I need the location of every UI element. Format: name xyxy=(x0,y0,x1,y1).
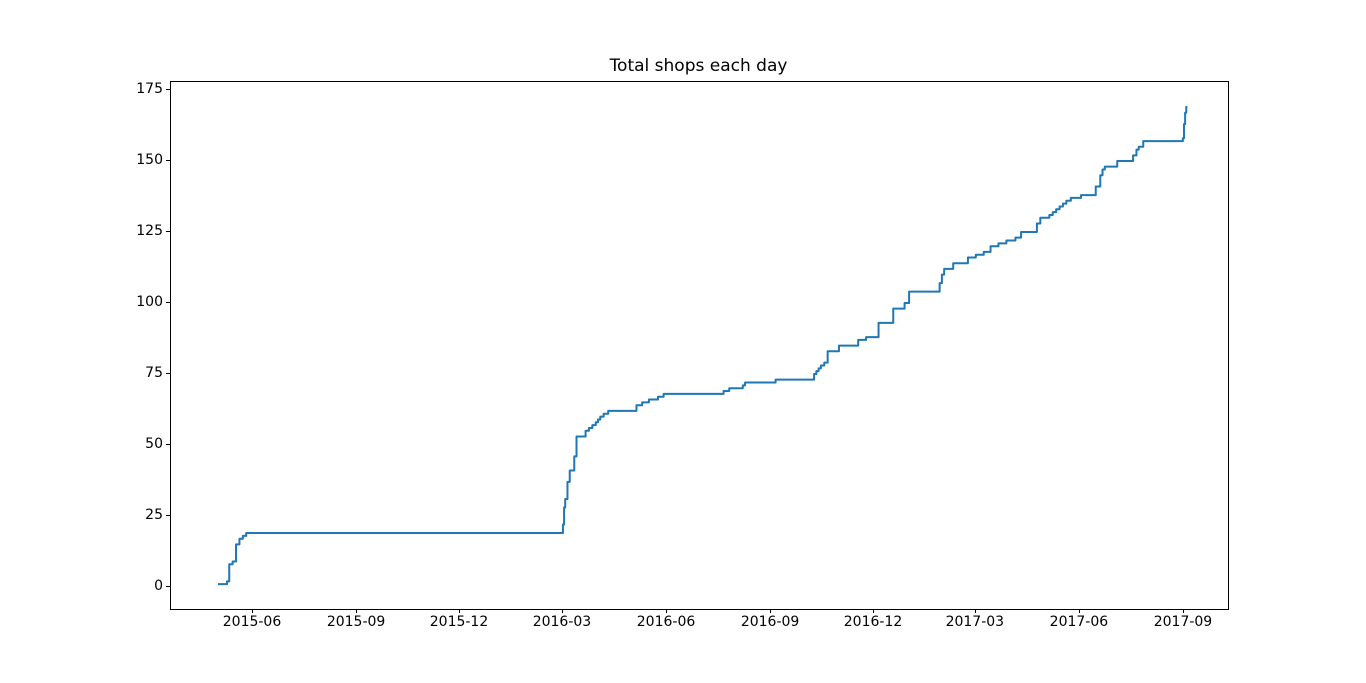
x-tick-label: 2017-06 xyxy=(1049,614,1109,630)
x-tick-label: 2017-09 xyxy=(1153,614,1213,630)
x-tick-mark xyxy=(974,609,976,613)
total-shops-line-series xyxy=(217,106,1188,586)
x-tick-label: 2016-09 xyxy=(740,614,800,630)
y-tick-mark xyxy=(166,302,170,303)
y-tick-label: 50 xyxy=(145,436,163,452)
x-tick-label: 2015-12 xyxy=(429,614,489,630)
y-tick-mark xyxy=(166,231,170,232)
y-tick-mark xyxy=(166,444,170,445)
y-tick-mark xyxy=(166,160,170,161)
y-tick-label: 75 xyxy=(145,365,163,381)
y-tick-label: 175 xyxy=(136,81,163,97)
y-tick-label: 150 xyxy=(136,152,163,168)
x-tick-mark xyxy=(770,609,772,613)
x-tick-mark xyxy=(356,609,358,613)
total-shops-line xyxy=(217,106,1188,586)
x-tick-label: 2015-09 xyxy=(326,614,386,630)
chart-title: Total shops each day xyxy=(609,56,788,76)
y-tick-label: 125 xyxy=(136,223,163,239)
x-tick-label: 2016-06 xyxy=(636,614,696,630)
y-tick-label: 25 xyxy=(145,507,163,523)
y-tick-mark xyxy=(166,515,170,516)
plot-area xyxy=(170,81,1229,610)
x-tick-mark xyxy=(561,609,563,613)
y-tick-label: 0 xyxy=(154,578,163,594)
x-tick-label: 2016-03 xyxy=(532,614,592,630)
y-tick-mark xyxy=(166,586,170,587)
x-tick-mark xyxy=(666,609,668,613)
x-tick-mark xyxy=(1078,609,1080,613)
x-tick-label: 2017-03 xyxy=(945,614,1005,630)
y-tick-mark xyxy=(166,373,170,374)
x-tick-mark xyxy=(459,609,460,613)
y-tick-label: 100 xyxy=(136,294,163,310)
x-tick-mark xyxy=(1182,609,1184,613)
x-tick-mark xyxy=(252,609,253,613)
y-tick-mark xyxy=(166,89,170,90)
x-tick-label: 2016-12 xyxy=(843,614,903,630)
x-tick-label: 2015-06 xyxy=(222,614,282,630)
x-tick-mark xyxy=(873,609,875,613)
